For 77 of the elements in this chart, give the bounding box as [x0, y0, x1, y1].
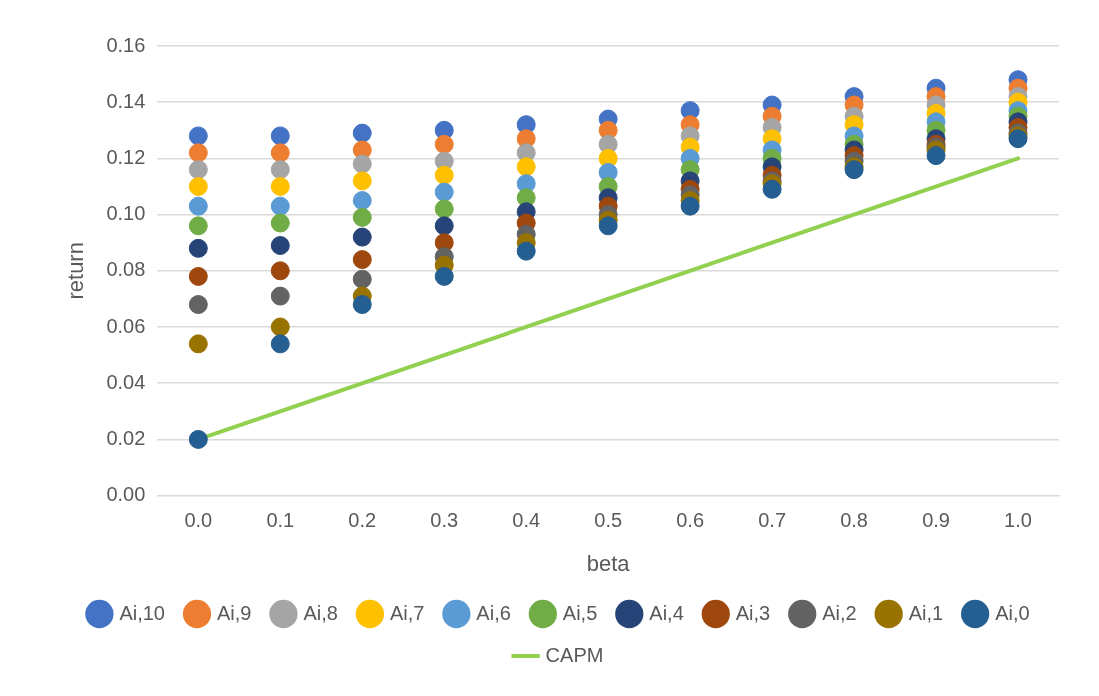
legend-label: Ai,0 — [995, 601, 1030, 624]
legend-label: Ai,9 — [216, 601, 252, 624]
legend-label: Ai,10 — [119, 601, 165, 624]
point — [188, 160, 208, 180]
point — [352, 171, 372, 191]
y-tick-label: 0.08 — [106, 258, 146, 281]
y-tick-label: 0.06 — [106, 314, 146, 337]
point — [188, 126, 208, 146]
point — [434, 266, 454, 286]
legend-label: Ai,1 — [908, 601, 944, 624]
y-tick-label: 0.10 — [106, 202, 146, 225]
x-tick-label: 0.1 — [266, 509, 295, 532]
point — [598, 216, 618, 236]
point — [270, 236, 290, 256]
point — [188, 238, 208, 258]
point — [434, 216, 454, 236]
x-tick-label: 0.8 — [840, 509, 868, 532]
y-tick-label: 0.16 — [106, 33, 146, 56]
y-tick-label: 0.00 — [106, 483, 146, 506]
point — [352, 250, 372, 270]
legend-label: Ai,4 — [649, 601, 684, 624]
point — [270, 334, 290, 354]
point — [188, 295, 208, 315]
point — [352, 295, 372, 315]
x-tick-label: 0.6 — [676, 509, 705, 532]
point — [926, 146, 946, 166]
point — [352, 191, 372, 211]
x-tick-label: 0.2 — [348, 509, 377, 532]
legend-label: Ai,2 — [822, 601, 857, 624]
point — [188, 429, 208, 449]
point — [188, 143, 208, 163]
y-tick-label: 0.14 — [106, 89, 146, 112]
legend-label: Ai,5 — [562, 601, 598, 624]
point — [516, 157, 536, 177]
point — [352, 123, 372, 143]
point — [270, 126, 290, 146]
point — [270, 261, 290, 281]
x-axis-title: beta — [586, 550, 631, 576]
x-tick-label: 0.3 — [430, 509, 459, 532]
point — [270, 317, 290, 337]
legend-label: Ai,7 — [389, 601, 425, 624]
x-tick-label: 0.5 — [594, 509, 623, 532]
legend-label: Ai,3 — [735, 601, 771, 624]
point — [188, 266, 208, 286]
y-tick-label: 0.12 — [106, 145, 146, 168]
y-tick-label: 0.02 — [106, 426, 146, 449]
legend-label: Ai,8 — [303, 601, 338, 624]
point — [762, 179, 782, 199]
y-axis-title: return — [63, 242, 89, 300]
legend-label: CAPM — [545, 643, 604, 666]
x-tick-label: 0.0 — [184, 509, 213, 532]
point — [434, 165, 454, 185]
point — [270, 286, 290, 306]
point — [270, 177, 290, 196]
point — [516, 241, 536, 261]
point — [270, 160, 290, 180]
point — [352, 207, 372, 227]
y-tick-label: 0.04 — [106, 370, 146, 393]
x-tick-label: 0.7 — [758, 509, 787, 532]
point — [188, 334, 208, 354]
point — [352, 227, 372, 247]
point — [188, 216, 208, 236]
x-tick-label: 1.0 — [1004, 509, 1032, 532]
x-tick-label: 0.4 — [512, 509, 541, 532]
point — [352, 154, 372, 174]
point — [352, 269, 372, 289]
point — [188, 196, 208, 216]
point — [434, 182, 454, 202]
x-tick-label: 0.9 — [922, 509, 950, 532]
point — [270, 143, 290, 163]
point — [434, 199, 454, 219]
legend-label: Ai,6 — [476, 601, 511, 624]
point — [188, 177, 208, 196]
point — [680, 196, 700, 216]
point — [270, 213, 290, 233]
point — [270, 196, 290, 216]
point — [434, 134, 454, 154]
